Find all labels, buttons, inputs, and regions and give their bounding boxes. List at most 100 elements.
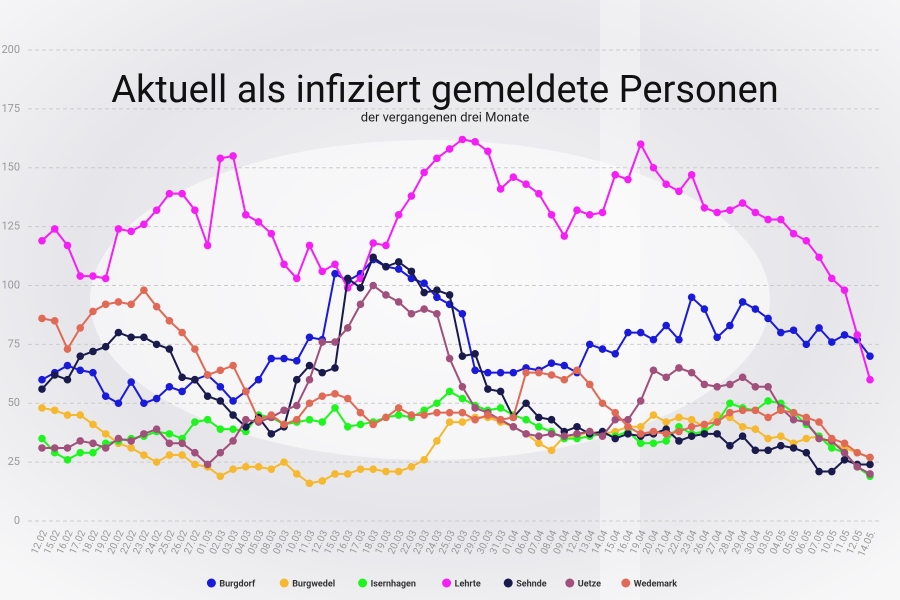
y-tick-label: 0 bbox=[14, 514, 20, 527]
data-point bbox=[445, 408, 454, 417]
data-point bbox=[789, 415, 798, 424]
data-point bbox=[445, 291, 454, 299]
data-point bbox=[369, 253, 378, 262]
data-point bbox=[254, 375, 263, 384]
data-point bbox=[178, 373, 186, 382]
data-point bbox=[382, 262, 390, 271]
data-point bbox=[764, 397, 772, 405]
data-point bbox=[216, 154, 225, 163]
data-point bbox=[624, 423, 632, 431]
data-point bbox=[815, 418, 823, 426]
data-point bbox=[687, 432, 696, 441]
data-point bbox=[624, 175, 632, 184]
data-point bbox=[63, 444, 72, 452]
data-point bbox=[649, 335, 658, 344]
data-point bbox=[152, 394, 161, 403]
data-point bbox=[573, 423, 581, 431]
data-point bbox=[789, 408, 798, 417]
data-point bbox=[38, 434, 46, 443]
data-point bbox=[420, 455, 428, 464]
data-point bbox=[50, 444, 59, 452]
data-point bbox=[840, 286, 849, 295]
data-point bbox=[38, 375, 46, 384]
data-point bbox=[229, 425, 237, 433]
data-point bbox=[713, 333, 721, 342]
data-point bbox=[63, 375, 72, 384]
legend-marker bbox=[279, 578, 289, 588]
data-point bbox=[547, 430, 556, 438]
data-point bbox=[216, 382, 225, 391]
data-point bbox=[343, 423, 352, 431]
data-point bbox=[738, 406, 747, 415]
data-point bbox=[343, 324, 352, 332]
data-point bbox=[331, 260, 339, 269]
y-tick-label: 175 bbox=[1, 102, 20, 115]
data-point bbox=[318, 368, 327, 377]
data-point bbox=[700, 203, 709, 212]
data-point bbox=[356, 300, 365, 309]
data-point bbox=[713, 418, 721, 426]
data-point bbox=[496, 415, 505, 424]
data-point bbox=[496, 368, 505, 377]
data-point bbox=[127, 437, 135, 445]
data-point bbox=[407, 274, 416, 283]
data-point bbox=[394, 211, 403, 219]
data-point bbox=[229, 152, 237, 160]
data-point bbox=[407, 411, 416, 419]
data-point bbox=[726, 380, 734, 389]
data-point bbox=[38, 385, 46, 393]
data-point bbox=[624, 430, 632, 438]
data-point bbox=[585, 380, 594, 389]
chart-title: Aktuell als infiziert gemeldete Personen bbox=[111, 68, 779, 112]
data-point bbox=[522, 368, 530, 377]
data-point bbox=[382, 467, 390, 476]
data-point bbox=[866, 352, 874, 360]
data-point bbox=[114, 298, 123, 306]
data-point bbox=[343, 274, 352, 283]
data-point bbox=[191, 345, 199, 353]
data-point bbox=[420, 279, 428, 287]
data-point bbox=[382, 291, 390, 299]
data-point bbox=[547, 371, 556, 379]
data-point bbox=[700, 430, 709, 438]
data-point bbox=[840, 331, 849, 339]
data-point bbox=[242, 211, 250, 219]
data-point bbox=[751, 406, 760, 415]
data-point bbox=[509, 413, 518, 422]
data-point bbox=[560, 432, 569, 441]
data-point bbox=[471, 138, 479, 146]
data-point bbox=[203, 415, 212, 424]
data-point bbox=[267, 465, 276, 473]
data-point bbox=[662, 430, 670, 438]
legend-label: Uetze bbox=[578, 579, 601, 589]
data-point bbox=[675, 364, 683, 372]
legend-marker bbox=[503, 578, 513, 588]
data-point bbox=[777, 406, 785, 415]
data-point bbox=[827, 434, 836, 443]
data-point bbox=[114, 434, 123, 443]
data-point bbox=[535, 439, 543, 448]
data-point bbox=[178, 439, 186, 448]
data-point bbox=[382, 241, 390, 250]
data-point bbox=[203, 460, 212, 469]
data-point bbox=[140, 286, 148, 295]
data-point bbox=[471, 349, 479, 358]
data-point bbox=[547, 446, 556, 455]
data-point bbox=[433, 399, 441, 408]
data-point bbox=[318, 477, 327, 485]
data-point bbox=[89, 368, 97, 377]
data-point bbox=[89, 439, 97, 448]
data-point bbox=[89, 347, 97, 356]
data-point bbox=[356, 408, 365, 417]
data-point bbox=[140, 399, 148, 408]
data-point bbox=[636, 140, 645, 148]
data-point bbox=[420, 411, 428, 419]
data-point bbox=[649, 366, 658, 375]
data-point bbox=[611, 434, 620, 443]
data-point bbox=[853, 448, 862, 457]
data-point bbox=[802, 434, 811, 443]
data-point bbox=[700, 420, 709, 429]
data-point bbox=[764, 446, 772, 455]
data-point bbox=[764, 215, 772, 224]
data-point bbox=[178, 189, 186, 198]
